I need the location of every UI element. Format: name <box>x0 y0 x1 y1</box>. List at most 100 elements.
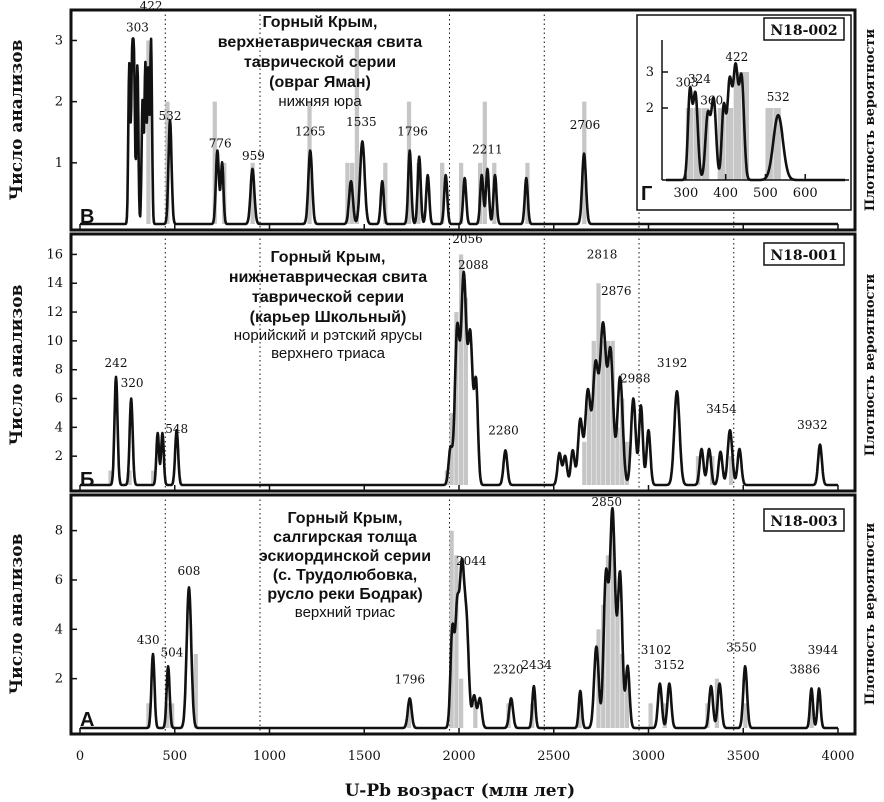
y-tick-label-2: 2 <box>55 95 63 110</box>
histogram-bar-1950 <box>449 412 454 485</box>
panel-Б-title: Горный Крым, нижнетаврическая свита тавр… <box>229 249 427 362</box>
y-tick-label-6: 6 <box>55 392 63 407</box>
x-tick-label-3500: 3500 <box>727 749 760 764</box>
panel-B-title-line4: (овраг Яман) <box>269 74 371 91</box>
panel-A-subtitle-line1: верхний триас <box>295 604 396 621</box>
panel-A-title-line1: Горный Крым, <box>288 510 403 527</box>
y-tick-label-3: 3 <box>55 33 63 48</box>
y-tick-label-2: 2 <box>646 101 654 116</box>
panel-A-title-line2: салгирская толща <box>273 529 417 546</box>
panel-Б-plot: 2 4 6 8 10 12 14 16 242 320 548 2056 2088 2280 2818 287… <box>46 232 857 493</box>
histogram-bar-2650 <box>582 441 587 485</box>
histogram-bar-3500 <box>743 703 748 728</box>
peak-label-242: 242 <box>105 356 128 370</box>
peak-label-430: 430 <box>137 633 160 647</box>
histogram-bar-2700 <box>591 340 596 485</box>
panel-Б-subtitle-line1: норийский и рэтский ярусы <box>234 327 423 344</box>
histogram-bar-2850 <box>620 653 625 728</box>
density-title-panel-Б: Плотность вероятности <box>863 274 878 457</box>
peak-label-2320: 2320 <box>493 663 524 677</box>
panel-A-title-line5: русло реки Бодрак) <box>267 586 422 603</box>
peak-label-2088: 2088 <box>458 258 489 272</box>
peak-label-1796: 1796 <box>394 673 425 687</box>
panel-A-title-line3: эскиординской серии <box>259 548 431 565</box>
panel-letter-Г: Г <box>641 183 652 205</box>
histogram-bar-3000 <box>648 703 653 728</box>
peak-label-2434: 2434 <box>521 658 552 672</box>
peak-label-303: 303 <box>676 75 699 89</box>
histogram-bar-400 <box>725 108 734 180</box>
panel-B-title-line1: Горный Крым, <box>263 14 378 31</box>
histogram-bar-1900 <box>440 162 445 224</box>
y-tick-label-6: 6 <box>55 573 63 588</box>
peak-label-3454: 3454 <box>706 402 737 416</box>
histogram-bar-150 <box>108 470 113 485</box>
y-tick-label-4: 4 <box>55 622 63 637</box>
panel-Б-title-line2: нижнетаврическая свита <box>229 269 427 286</box>
histogram-bar-2725 <box>596 283 601 485</box>
y-tick-label-3: 3 <box>646 65 654 80</box>
histogram-bar-2825 <box>615 427 620 485</box>
histogram-bar-250 <box>127 470 132 485</box>
peak-label-2850: 2850 <box>592 495 623 509</box>
peak-label-3152: 3152 <box>654 658 685 672</box>
peak-label-422: 422 <box>725 50 748 64</box>
peak-label-3944: 3944 <box>808 643 839 657</box>
y-tick-label-2: 2 <box>55 672 63 687</box>
y-axis-title-panel-Б: Число анализов <box>7 284 27 445</box>
sample-box-N18-003 <box>763 508 845 532</box>
panel-A-frame <box>69 493 857 736</box>
histogram-bar-520 <box>773 108 781 180</box>
x-tick-label-2500: 2500 <box>537 749 570 764</box>
histogram-bar-2875 <box>624 441 630 485</box>
histogram-bar-3850 <box>809 703 814 728</box>
y-tick-label-14: 14 <box>46 276 63 291</box>
sample-box-N18-002 <box>763 17 845 41</box>
peak-label-2044: 2044 <box>456 554 487 568</box>
peak-label-2211: 2211 <box>472 143 503 157</box>
peak-label-1265: 1265 <box>295 124 326 138</box>
left-axis-titles: Число анализов Число анализов Число анал… <box>7 39 27 694</box>
y-tick-label-8: 8 <box>55 524 63 539</box>
panel-Б-title-line3: таврической серии <box>252 289 404 306</box>
peak-label-303: 303 <box>126 20 149 34</box>
histogram-bar-700 <box>212 101 217 224</box>
panel-B-subtitle-line1: нижняя юра <box>278 93 362 110</box>
panel-B-title-line2: верхнетаврическая свита <box>218 34 422 51</box>
histogram-bar-600 <box>193 653 198 728</box>
peak-label-320: 320 <box>121 376 144 390</box>
histogram-bar-2625 <box>577 703 582 728</box>
y-tick-label-8: 8 <box>55 363 63 378</box>
panel-Б-subtitle-line2: верхнего триаса <box>271 345 386 362</box>
histogram-bar-350 <box>146 40 151 225</box>
histogram-bar-2025 <box>463 297 468 485</box>
peak-label-1796: 1796 <box>397 124 428 138</box>
peak-label-422: 422 <box>140 0 163 13</box>
histogram-bar-3075 <box>662 703 667 728</box>
density-title-panel-A: Плотность вероятности <box>863 523 878 706</box>
histogram-bar-1975 <box>454 555 459 728</box>
peak-label-3102: 3102 <box>641 643 672 657</box>
peak-label-3550: 3550 <box>726 641 757 655</box>
y-axis-title-panel-A: Число анализов <box>7 533 27 694</box>
y-tick-label-1: 1 <box>55 156 63 171</box>
y-tick-label-4: 4 <box>55 420 63 435</box>
panel-Б-title-line1: Горный Крым, <box>271 249 386 266</box>
peak-label-532: 532 <box>767 90 790 104</box>
peak-label-3932: 3932 <box>797 418 828 432</box>
histogram-bar-2775 <box>605 340 611 485</box>
panel-A-title: Горный Крым, салгирская толща эскиординс… <box>259 510 431 621</box>
x-tick-label-1000: 1000 <box>253 749 286 764</box>
peak-label-3886: 3886 <box>790 663 821 677</box>
sample-box-N18-001 <box>763 242 845 266</box>
histogram-bar-1600 <box>383 162 388 224</box>
y-tick-label-10: 10 <box>46 334 63 349</box>
panel-B-frame <box>69 8 857 232</box>
panel-Б-title-line4: (карьер Школьный) <box>250 309 407 326</box>
peak-label-776: 776 <box>209 137 232 151</box>
histogram-bar-2775 <box>605 555 611 728</box>
peak-label-2818: 2818 <box>587 248 618 262</box>
peak-label-608: 608 <box>178 564 201 578</box>
histogram-bar-300 <box>685 108 694 180</box>
